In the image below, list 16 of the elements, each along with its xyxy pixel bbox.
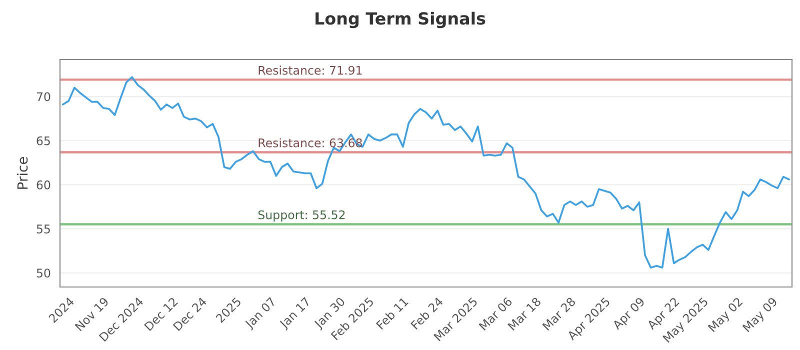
y-tick-label: 55 [36, 224, 50, 234]
y-axis-title: Price [16, 157, 28, 189]
chart-title: Long Term Signals [316, 12, 486, 28]
line-series [62, 76, 790, 269]
x-tick-label: Jan 07 [244, 296, 278, 331]
x-tick-label: Jan 17 [278, 297, 312, 331]
ref-line-label: Resistance: 71.91 [258, 66, 362, 75]
x-tick-label: Feb 24 [410, 296, 444, 330]
x-tick-label: Mar 28 [542, 296, 576, 331]
x-tick-label: Apr 09 [612, 296, 647, 332]
y-tick-label: 50 [36, 268, 50, 278]
x-tick-label: Feb 11 [376, 296, 409, 330]
y-tick-label: 70 [36, 92, 50, 102]
ref-line-label: Support: 55.52 [258, 210, 345, 222]
y-tick-label: 65 [36, 136, 50, 146]
y-tick-label: 60 [36, 180, 50, 190]
